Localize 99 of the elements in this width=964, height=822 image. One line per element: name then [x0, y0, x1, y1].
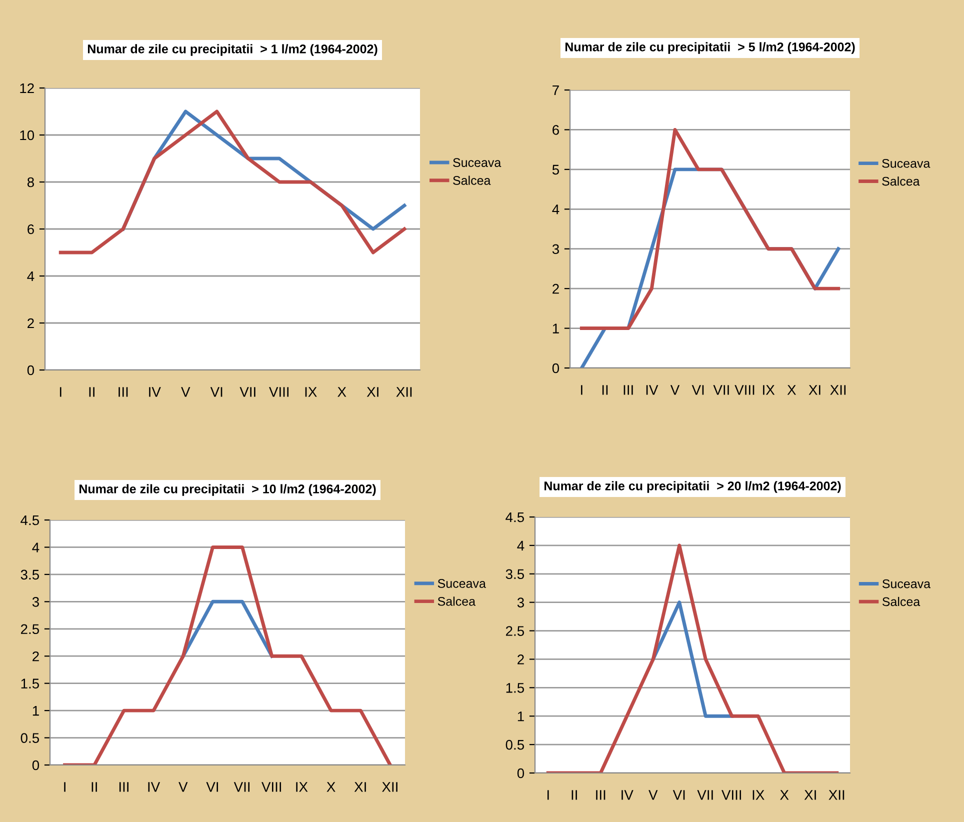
x-tick-label: VIII — [269, 387, 289, 397]
line-series — [58, 110, 406, 254]
y-tick-label: 1 — [32, 706, 39, 716]
x-tick-label: VI — [210, 387, 222, 397]
x-tick-label: VII — [697, 790, 713, 800]
y-tick-label: 6 — [28, 224, 34, 234]
x-tick-label: XII — [396, 387, 412, 397]
y-tick-label: 3 — [552, 244, 559, 254]
x-tick-label: XII — [828, 790, 844, 800]
x-tick-label: VI — [206, 782, 218, 792]
x-tick-label: IX — [752, 790, 764, 800]
y-tick-label: 7 — [552, 85, 559, 96]
y-tick-label: 4 — [32, 542, 40, 552]
y-tick-label: 12 — [20, 83, 34, 94]
y-tick-label: 2 — [28, 318, 34, 328]
x-tick-label: VII — [713, 385, 729, 395]
y-tick-label: 2 — [32, 651, 39, 662]
y-tick-label: 0.5 — [506, 740, 524, 750]
x-tick-label: IV — [149, 387, 161, 397]
x-tick-label: VIII — [262, 782, 282, 792]
y-tick-label: 3 — [517, 598, 524, 608]
line-series — [63, 545, 392, 765]
x-tick-label: IV — [646, 385, 658, 395]
x-tick-label: X — [780, 790, 789, 800]
x-tick-label: XI — [808, 385, 820, 395]
x-tick-label: VII — [240, 387, 256, 397]
x-tick-label: VIII — [734, 385, 754, 395]
legend-label: Salcea — [453, 176, 491, 185]
legend-label: Salcea — [882, 596, 920, 606]
y-tick-label: 2 — [518, 654, 524, 664]
y-tick-label: 6 — [552, 125, 559, 135]
x-tick-label: X — [338, 387, 346, 397]
y-tick-label: 4 — [517, 540, 524, 550]
x-tick-label: III — [118, 387, 128, 397]
x-tick-label: II — [602, 385, 608, 395]
legend-label: Salcea — [882, 176, 920, 186]
y-tick-label: 3 — [32, 597, 39, 607]
y-tick-label: 4 — [552, 204, 560, 214]
x-tick-label: II — [92, 782, 97, 792]
y-tick-label: 2.5 — [506, 626, 524, 636]
y-tick-label: 2 — [552, 284, 559, 294]
x-tick-label: X — [787, 385, 796, 395]
chart-title: Numar de zile cu precipitatii > 20 l/m2 (1964-2002) — [544, 481, 841, 493]
x-tick-label: I — [64, 782, 66, 792]
y-tick-label: 0 — [32, 760, 40, 770]
y-tick-label: 0 — [552, 363, 560, 374]
x-tick-label: V — [648, 790, 658, 800]
x-tick-label: VI — [672, 790, 685, 800]
x-tick-label: II — [89, 387, 94, 397]
legend-label: Suceava — [882, 579, 931, 588]
y-tick-label: 1 — [518, 712, 524, 722]
x-tick-label: V — [181, 387, 190, 397]
x-tick-label: XI — [366, 387, 378, 397]
x-tick-label: IX — [305, 387, 317, 397]
x-tick-label: I — [581, 385, 582, 395]
x-tick-label: I — [60, 387, 62, 397]
x-tick-label: I — [547, 790, 549, 800]
x-tick-label: VI — [692, 385, 704, 395]
y-tick-label: 1.5 — [506, 683, 524, 693]
x-tick-label: X — [326, 782, 336, 792]
x-tick-label: IX — [296, 782, 308, 792]
x-tick-label: XII — [382, 782, 398, 792]
chart-title: Numar de zile cu precipitatii > 10 l/m2 (1964-2002) — [79, 484, 376, 496]
x-tick-label: XI — [354, 782, 366, 792]
x-tick-label: V — [178, 782, 188, 792]
x-tick-label: VII — [234, 782, 250, 792]
y-tick-label: 0 — [517, 768, 524, 778]
x-tick-label: XI — [804, 790, 816, 800]
y-tick-label: 2.5 — [20, 624, 40, 634]
x-tick-label: II — [572, 790, 577, 800]
y-tick-label: 4.5 — [20, 515, 40, 526]
x-tick-label: V — [670, 385, 680, 395]
y-tick-label: 8 — [27, 177, 34, 188]
x-tick-label: XII — [830, 385, 846, 395]
y-tick-label: 5 — [552, 164, 559, 175]
y-tick-label: 0.5 — [20, 733, 40, 743]
x-tick-label: III — [119, 782, 128, 792]
legend-label: Suceava — [453, 158, 502, 168]
y-tick-label: 3.5 — [20, 570, 40, 580]
x-tick-label: VIII — [722, 790, 742, 800]
y-tick-label: 4 — [27, 271, 34, 282]
y-tick-label: 1 — [552, 324, 559, 334]
x-tick-label: IX — [763, 385, 775, 395]
line-series — [580, 128, 840, 330]
x-tick-label: IV — [622, 790, 634, 800]
y-tick-label: 1.5 — [21, 678, 40, 689]
legend-label: Salcea — [438, 596, 476, 606]
y-tick-label: 3.5 — [506, 569, 524, 580]
legend-label: Suceava — [438, 579, 486, 588]
y-tick-label: 4.5 — [506, 512, 524, 522]
legend-label: Suceava — [882, 158, 930, 168]
chart-title: Numar de zile cu precipitatii > 5 l/m2 (1964-2002) — [565, 42, 855, 54]
x-tick-label: IV — [148, 782, 160, 792]
y-tick-label: 10 — [20, 130, 34, 140]
line-series — [546, 544, 839, 773]
y-tick-label: 0 — [27, 365, 34, 376]
x-tick-label: III — [624, 385, 633, 395]
chart-title: Numar de zile cu precipitatii > 1 l/m2 (1964-2002) — [88, 44, 378, 56]
x-tick-label: III — [596, 790, 606, 800]
